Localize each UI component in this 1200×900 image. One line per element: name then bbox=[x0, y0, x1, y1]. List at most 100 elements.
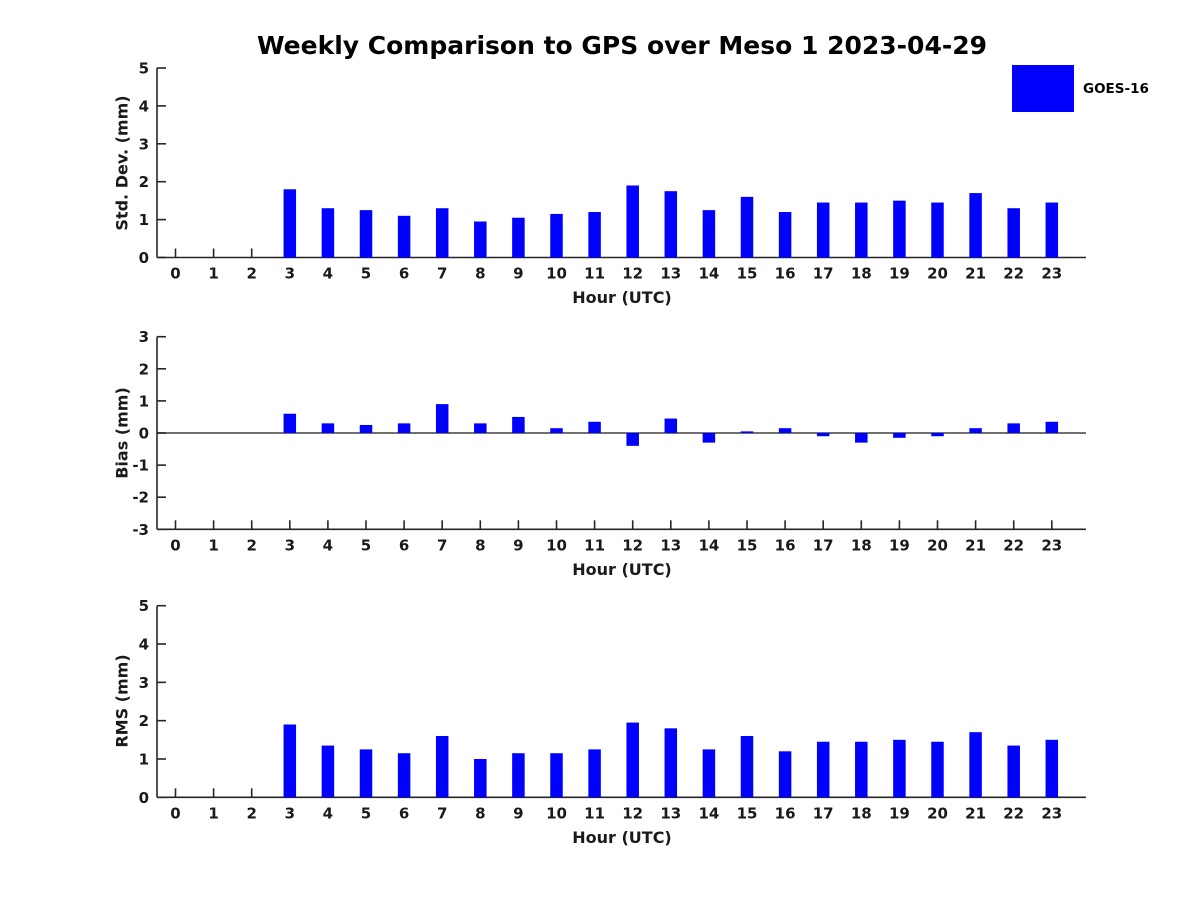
x-tick-label: 1 bbox=[208, 536, 218, 554]
x-tick-label: 13 bbox=[660, 804, 681, 822]
x-tick-label: 3 bbox=[285, 536, 295, 554]
x-tick-label: 23 bbox=[1041, 804, 1062, 822]
x-tick-label: 9 bbox=[513, 265, 523, 283]
x-tick-label: 22 bbox=[1003, 265, 1024, 283]
x-tick-label: 3 bbox=[285, 265, 295, 283]
bar-std-dev-hour-11 bbox=[588, 212, 601, 258]
bar-bias-hour-13 bbox=[664, 418, 678, 433]
bar-bias-hour-8 bbox=[474, 423, 487, 433]
bar-rms-hour-5 bbox=[359, 749, 373, 798]
x-tick-label: 3 bbox=[285, 804, 295, 822]
bar-std-dev-hour-5 bbox=[359, 210, 373, 258]
x-tick-label: 6 bbox=[399, 536, 409, 554]
x-tick-label: 0 bbox=[170, 804, 180, 822]
bar-std-dev-hour-4 bbox=[321, 208, 335, 258]
figure-title: Weekly Comparison to GPS over Meso 1 202… bbox=[256, 31, 988, 60]
y-tick-label: -2 bbox=[132, 489, 149, 507]
legend-label: GOES-16 bbox=[1083, 80, 1149, 97]
bar-rms-hour-8 bbox=[474, 758, 487, 798]
x-tick-label: 10 bbox=[546, 536, 567, 554]
bar-rms-hour-4 bbox=[321, 745, 335, 798]
bar-rms-hour-15 bbox=[740, 735, 754, 798]
x-tick-label: 17 bbox=[813, 536, 834, 554]
y-tick-label: 1 bbox=[139, 211, 149, 229]
x-tick-label: 2 bbox=[246, 804, 256, 822]
x-tick-label: 19 bbox=[889, 804, 910, 822]
bar-std-dev-hour-9 bbox=[512, 217, 525, 258]
x-tick-label: 18 bbox=[851, 804, 872, 822]
bar-bias-hour-9 bbox=[512, 416, 525, 433]
x-tick-label: 7 bbox=[437, 804, 447, 822]
bar-rms-hour-17 bbox=[816, 741, 830, 798]
bar-bias-hour-22 bbox=[1007, 423, 1020, 433]
x-axis-label-bias: Hour (UTC) bbox=[572, 560, 672, 579]
bar-rms-hour-3 bbox=[283, 724, 297, 798]
bar-bias-hour-21 bbox=[969, 428, 982, 433]
x-tick-label: 6 bbox=[399, 804, 409, 822]
x-tick-label: 14 bbox=[698, 804, 719, 822]
x-tick-label: 8 bbox=[475, 536, 485, 554]
bar-bias-hour-10 bbox=[550, 428, 563, 433]
x-tick-label: 22 bbox=[1003, 536, 1024, 554]
x-tick-label: 5 bbox=[361, 265, 371, 283]
bar-std-dev-hour-6 bbox=[397, 215, 411, 258]
x-tick-label: 10 bbox=[546, 804, 567, 822]
x-tick-label: 8 bbox=[475, 804, 485, 822]
y-tick-label: 3 bbox=[139, 135, 149, 153]
x-tick-label: 23 bbox=[1041, 536, 1062, 554]
bar-rms-hour-13 bbox=[664, 728, 678, 798]
x-tick-label: 1 bbox=[208, 265, 218, 283]
bar-std-dev-hour-18 bbox=[855, 202, 868, 258]
bar-bias-hour-5 bbox=[359, 424, 373, 433]
bar-std-dev-hour-14 bbox=[702, 210, 716, 258]
x-tick-label: 21 bbox=[965, 804, 986, 822]
bar-std-dev-hour-15 bbox=[740, 196, 754, 258]
x-tick-label: 12 bbox=[622, 804, 643, 822]
x-tick-label: 4 bbox=[323, 804, 333, 822]
bar-std-dev-hour-20 bbox=[931, 202, 944, 258]
x-tick-label: 5 bbox=[361, 804, 371, 822]
y-tick-label: 0 bbox=[139, 249, 149, 267]
x-tick-label: 17 bbox=[813, 265, 834, 283]
y-tick-label: -3 bbox=[132, 521, 149, 539]
bar-rms-hour-16 bbox=[778, 751, 792, 798]
x-axis-label-std-dev: Hour (UTC) bbox=[572, 288, 672, 307]
x-tick-label: 1 bbox=[208, 804, 218, 822]
bar-std-dev-hour-16 bbox=[778, 212, 792, 258]
x-tick-label: 16 bbox=[775, 536, 796, 554]
bar-rms-hour-20 bbox=[931, 741, 944, 798]
x-tick-label: 11 bbox=[584, 536, 605, 554]
bar-std-dev-hour-8 bbox=[474, 221, 487, 258]
bar-std-dev-hour-17 bbox=[816, 202, 830, 258]
x-tick-label: 2 bbox=[246, 536, 256, 554]
bar-rms-hour-9 bbox=[512, 753, 525, 798]
x-tick-label: 20 bbox=[927, 265, 948, 283]
bar-bias-hour-15 bbox=[740, 431, 754, 433]
bar-rms-hour-14 bbox=[702, 749, 716, 798]
y-axis-label-bias: Bias (mm) bbox=[112, 387, 132, 479]
x-tick-label: 13 bbox=[660, 536, 681, 554]
x-tick-label: 8 bbox=[475, 265, 485, 283]
x-tick-label: 16 bbox=[775, 265, 796, 283]
bar-rms-hour-6 bbox=[397, 753, 411, 798]
bar-std-dev-hour-3 bbox=[283, 189, 297, 258]
y-tick-label: 2 bbox=[139, 173, 149, 191]
x-tick-label: 15 bbox=[737, 804, 758, 822]
y-tick-label: 2 bbox=[139, 360, 149, 378]
x-tick-label: 18 bbox=[851, 536, 872, 554]
bar-rms-hour-12 bbox=[626, 722, 639, 798]
x-tick-label: 0 bbox=[170, 536, 180, 554]
x-tick-label: 21 bbox=[965, 536, 986, 554]
x-tick-label: 20 bbox=[927, 536, 948, 554]
x-tick-label: 22 bbox=[1003, 804, 1024, 822]
bar-bias-hour-11 bbox=[588, 421, 601, 433]
y-tick-label: -1 bbox=[132, 457, 149, 475]
x-tick-label: 17 bbox=[813, 804, 834, 822]
x-tick-label: 20 bbox=[927, 804, 948, 822]
y-tick-label: 1 bbox=[139, 750, 149, 768]
bar-bias-hour-7 bbox=[435, 404, 449, 433]
bar-rms-hour-19 bbox=[893, 739, 906, 798]
